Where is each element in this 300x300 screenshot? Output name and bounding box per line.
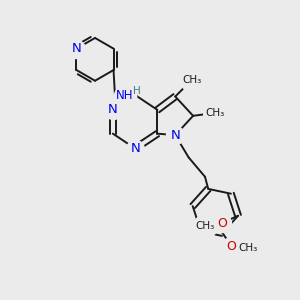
Text: CH₃: CH₃ [182, 75, 201, 85]
Text: O: O [226, 240, 236, 253]
Text: O: O [217, 217, 227, 230]
Text: CH₃: CH₃ [238, 243, 257, 253]
Text: NH: NH [116, 89, 134, 102]
Text: CH₃: CH₃ [206, 108, 225, 118]
Text: N: N [108, 103, 118, 116]
Text: N: N [72, 42, 81, 55]
Text: CH₃: CH₃ [196, 221, 215, 231]
Text: H: H [133, 85, 140, 96]
Text: N: N [170, 129, 180, 142]
Text: N: N [130, 142, 140, 155]
